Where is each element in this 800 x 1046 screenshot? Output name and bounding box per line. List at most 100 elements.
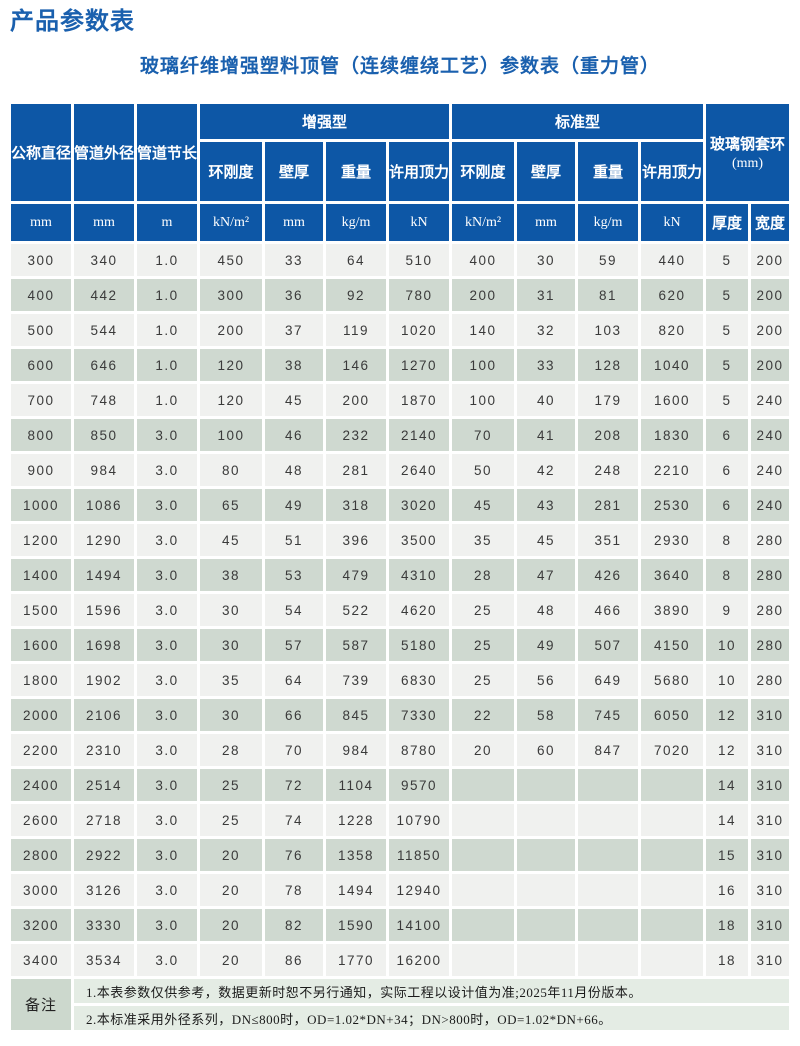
cell: 2800	[11, 839, 71, 871]
sub-header-collar-thickness: 厚度	[706, 204, 749, 241]
cell	[641, 874, 704, 906]
cell: 1.0	[137, 384, 197, 416]
cell: 1870	[389, 384, 450, 416]
cell: 240	[751, 419, 790, 451]
sub-header-wall-thickness-reinforced: 壁厚	[265, 142, 323, 201]
cell: 4150	[641, 629, 704, 661]
cell: 100	[452, 349, 515, 381]
cell: 2640	[389, 454, 450, 486]
unit-cell: mm	[11, 204, 71, 241]
table-row: 3000 3126 3.0 20 78 1494 12940 16 310	[11, 874, 790, 906]
cell: 12940	[389, 874, 450, 906]
cell: 78	[265, 874, 323, 906]
cell: 310	[751, 769, 790, 801]
cell: 466	[578, 594, 639, 626]
cell: 544	[74, 314, 134, 346]
cell: 82	[265, 909, 323, 941]
cell: 748	[74, 384, 134, 416]
cell: 396	[326, 524, 386, 556]
cell: 103	[578, 314, 639, 346]
cell: 2530	[641, 489, 704, 521]
cell: 280	[751, 664, 790, 696]
cell: 1086	[74, 489, 134, 521]
cell: 780	[389, 279, 450, 311]
cell: 3640	[641, 559, 704, 591]
cell: 208	[578, 419, 639, 451]
cell: 340	[74, 244, 134, 276]
cell: 70	[452, 419, 515, 451]
cell: 587	[326, 629, 386, 661]
cell: 58	[517, 699, 576, 731]
cell: 31	[517, 279, 576, 311]
cell	[578, 839, 639, 871]
table-body: 300 340 1.0 450 33 64 510 400 30 59 440 5 200 400 442 1…	[11, 244, 790, 976]
table-row: 1000 1086 3.0 65 49 318 3020 45 43 281 2530 6 240	[11, 489, 790, 521]
cell: 280	[751, 629, 790, 661]
cell: 2106	[74, 699, 134, 731]
cell: 2210	[641, 454, 704, 486]
cell: 45	[265, 384, 323, 416]
cell: 1902	[74, 664, 134, 696]
cell: 40	[517, 384, 576, 416]
cell: 1358	[326, 839, 386, 871]
cell: 35	[200, 664, 262, 696]
cell: 280	[751, 524, 790, 556]
cell: 649	[578, 664, 639, 696]
cell: 6	[706, 489, 749, 521]
cell: 43	[517, 489, 576, 521]
cell: 1698	[74, 629, 134, 661]
cell: 16	[706, 874, 749, 906]
cell: 442	[74, 279, 134, 311]
cell: 3.0	[137, 909, 197, 941]
cell: 3.0	[137, 699, 197, 731]
cell: 3.0	[137, 559, 197, 591]
cell: 3330	[74, 909, 134, 941]
cell: 59	[578, 244, 639, 276]
cell: 56	[517, 664, 576, 696]
cell: 36	[265, 279, 323, 311]
cell: 7330	[389, 699, 450, 731]
cell: 847	[578, 734, 639, 766]
cell: 20	[452, 734, 515, 766]
cell: 30	[517, 244, 576, 276]
cell: 200	[452, 279, 515, 311]
cell: 49	[517, 629, 576, 661]
cell: 70	[265, 734, 323, 766]
cell: 10	[706, 629, 749, 661]
cell: 33	[265, 244, 323, 276]
cell: 74	[265, 804, 323, 836]
cell: 3126	[74, 874, 134, 906]
cell: 38	[265, 349, 323, 381]
cell: 1494	[326, 874, 386, 906]
cell: 620	[641, 279, 704, 311]
cell: 128	[578, 349, 639, 381]
cell: 281	[326, 454, 386, 486]
collar-unit: (mm)	[731, 156, 764, 171]
cell: 16200	[389, 944, 450, 976]
cell: 46	[265, 419, 323, 451]
cell: 2310	[74, 734, 134, 766]
cell: 1600	[11, 629, 71, 661]
parameter-table: 公称直径 管道外径 管道节长 增强型 标准型 玻璃钢套环 (mm) 环刚度 壁厚…	[8, 101, 792, 1033]
group-header-reinforced: 增强型	[200, 104, 450, 139]
table-row: 1400 1494 3.0 38 53 479 4310 28 47 426 3640 8 280	[11, 559, 790, 591]
cell: 820	[641, 314, 704, 346]
table-row: 1500 1596 3.0 30 54 522 4620 25 48 466 3890 9 280	[11, 594, 790, 626]
cell: 318	[326, 489, 386, 521]
cell: 200	[751, 244, 790, 276]
cell: 20	[200, 909, 262, 941]
cell: 72	[265, 769, 323, 801]
cell: 20	[200, 944, 262, 976]
cell: 2400	[11, 769, 71, 801]
table-row: 1200 1290 3.0 45 51 396 3500 35 45 351 2930 8 280	[11, 524, 790, 556]
cell: 232	[326, 419, 386, 451]
table-row: 2200 2310 3.0 28 70 984 8780 20 60 847 7020 12 310	[11, 734, 790, 766]
cell: 3.0	[137, 594, 197, 626]
cell: 1.0	[137, 244, 197, 276]
cell	[452, 839, 515, 871]
cell: 310	[751, 874, 790, 906]
cell: 310	[751, 734, 790, 766]
cell: 200	[751, 314, 790, 346]
cell: 64	[326, 244, 386, 276]
cell: 45	[200, 524, 262, 556]
